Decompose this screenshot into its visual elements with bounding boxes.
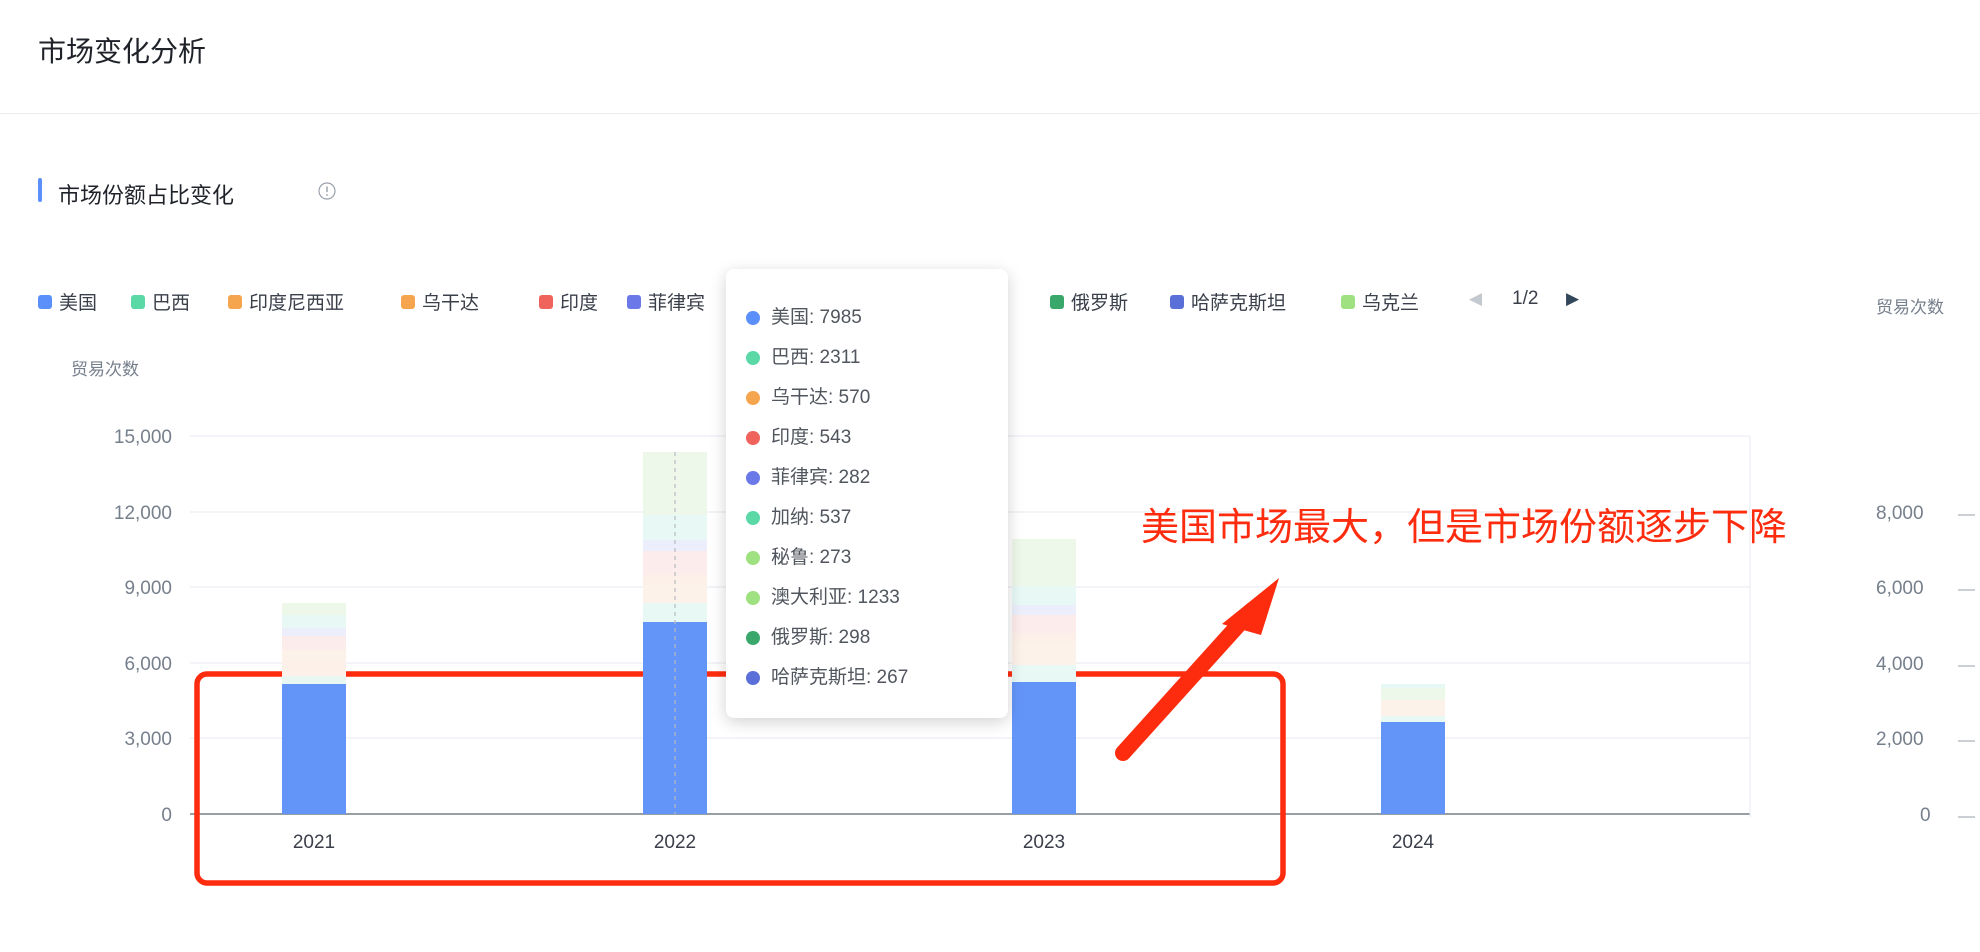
svg-text:6,000: 6,000 bbox=[1876, 578, 1924, 599]
svg-text:9,000: 9,000 bbox=[124, 578, 172, 599]
svg-text:美国市场最大，但是市场份额逐步下降: 美国市场最大，但是市场份额逐步下降 bbox=[1141, 507, 1787, 549]
svg-text:2023: 2023 bbox=[1023, 832, 1065, 853]
svg-text:0: 0 bbox=[161, 805, 172, 826]
svg-text:4,000: 4,000 bbox=[1876, 654, 1924, 675]
svg-text:2021: 2021 bbox=[293, 832, 335, 853]
svg-text:0: 0 bbox=[1920, 805, 1931, 826]
svg-text:2022: 2022 bbox=[654, 832, 696, 853]
svg-text:3,000: 3,000 bbox=[124, 729, 172, 750]
svg-text:2024: 2024 bbox=[1392, 832, 1435, 853]
svg-text:15,000: 15,000 bbox=[114, 427, 172, 448]
svg-text:12,000: 12,000 bbox=[114, 503, 172, 524]
svg-text:6,000: 6,000 bbox=[124, 654, 172, 675]
svg-text:8,000: 8,000 bbox=[1876, 503, 1924, 524]
svg-text:2,000: 2,000 bbox=[1876, 729, 1924, 750]
